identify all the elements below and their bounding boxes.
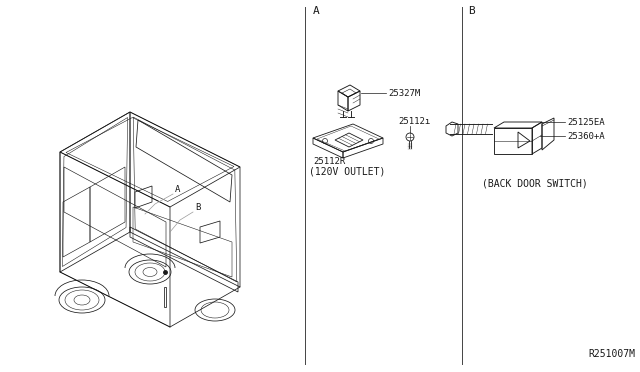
Text: 25360+A: 25360+A bbox=[567, 132, 605, 141]
Text: 25327M: 25327M bbox=[388, 89, 420, 98]
Text: R251007M: R251007M bbox=[588, 349, 635, 359]
Text: B: B bbox=[468, 6, 475, 16]
Text: (120V OUTLET): (120V OUTLET) bbox=[309, 166, 385, 176]
Text: A: A bbox=[313, 6, 320, 16]
Text: 25112ı: 25112ı bbox=[398, 117, 430, 126]
Text: (BACK DOOR SWITCH): (BACK DOOR SWITCH) bbox=[482, 179, 588, 189]
Text: A: A bbox=[175, 185, 180, 194]
Text: 25125EA: 25125EA bbox=[567, 118, 605, 127]
Text: 25112R: 25112R bbox=[313, 157, 345, 166]
Text: B: B bbox=[195, 203, 200, 212]
